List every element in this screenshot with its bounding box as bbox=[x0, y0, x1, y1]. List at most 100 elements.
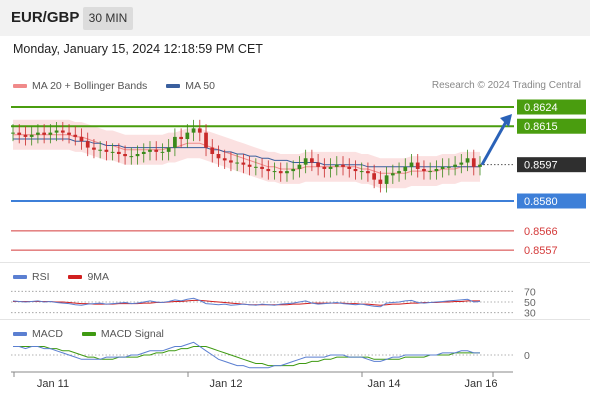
candle-body bbox=[434, 168, 439, 172]
candle-body bbox=[459, 162, 464, 165]
candle-body bbox=[478, 164, 482, 167]
candle-body bbox=[266, 168, 271, 172]
candle-body bbox=[229, 160, 233, 163]
candle-body bbox=[129, 156, 134, 158]
rsi-label: RSI bbox=[32, 271, 50, 283]
macd-line bbox=[13, 341, 480, 369]
macd-swatch bbox=[13, 332, 27, 337]
candle-body bbox=[235, 162, 240, 164]
candle-body bbox=[247, 164, 252, 167]
candle-body bbox=[384, 175, 389, 184]
candle-body bbox=[204, 132, 208, 148]
legend-9ma: 9MA bbox=[68, 271, 109, 283]
candle-body bbox=[197, 128, 202, 133]
level-badge-0.8615 bbox=[517, 118, 586, 134]
panel-divider-rsi bbox=[0, 262, 590, 263]
symbol-label: EUR/GBP bbox=[11, 9, 80, 26]
candle-body bbox=[160, 151, 165, 153]
level-tag-0.8624: 0.8624 bbox=[517, 99, 586, 115]
rsi-tick-70: 70 bbox=[524, 286, 536, 298]
level-tag-0.8615: 0.8615 bbox=[517, 118, 586, 134]
candle-body bbox=[297, 164, 302, 169]
candle-body bbox=[48, 132, 53, 135]
candle-body bbox=[390, 173, 395, 176]
current-price-badge bbox=[517, 157, 586, 173]
ma50-line bbox=[13, 138, 480, 168]
candle-body bbox=[92, 147, 96, 150]
candle-body bbox=[347, 166, 352, 169]
candle-body bbox=[60, 130, 65, 133]
candle-body bbox=[104, 149, 109, 152]
candle-body bbox=[29, 134, 34, 137]
projection-arrow-shaft bbox=[480, 119, 509, 166]
candle-body bbox=[79, 136, 84, 142]
bollinger-band-area bbox=[13, 119, 480, 189]
research-credit: Research © 2024 Trading Central bbox=[431, 80, 581, 91]
legend-rsi: RSI bbox=[13, 271, 50, 283]
level-badge-0.8580 bbox=[517, 193, 586, 209]
candle-body bbox=[359, 171, 364, 173]
level-value-0.8557: 0.8557 bbox=[524, 245, 558, 257]
signal-label: MACD Signal bbox=[100, 328, 164, 340]
candle-body bbox=[291, 168, 296, 172]
candle-body bbox=[322, 166, 327, 169]
ma20-label: MA 20 + Bollinger Bands bbox=[32, 80, 148, 92]
candle-body bbox=[110, 151, 115, 153]
candle-body bbox=[54, 130, 59, 133]
ma50-swatch bbox=[166, 84, 181, 89]
rsi-line bbox=[12, 297, 481, 308]
candle-body bbox=[328, 166, 333, 169]
9ma-label: 9MA bbox=[87, 271, 110, 283]
candle-body bbox=[23, 134, 28, 137]
level-value-0.8615: 0.8615 bbox=[524, 121, 558, 133]
candle-body bbox=[116, 151, 121, 154]
panel-divider-macd bbox=[0, 319, 590, 320]
candle-body bbox=[123, 154, 127, 157]
candle-body bbox=[310, 158, 314, 163]
candle-body bbox=[366, 171, 370, 174]
level-value-0.8580: 0.8580 bbox=[524, 196, 558, 208]
candle-body bbox=[191, 128, 196, 133]
level-tag-0.8580: 0.8580 bbox=[517, 193, 586, 209]
candle-body bbox=[415, 162, 420, 169]
candle-body bbox=[465, 158, 470, 163]
x-tick-label-0: Jan 11 bbox=[37, 378, 69, 390]
current-price-value: 0.8597 bbox=[524, 160, 558, 172]
candle-body bbox=[471, 158, 476, 167]
timeframe-button[interactable]: 30 MIN bbox=[83, 7, 133, 30]
rsi-tick-30: 30 bbox=[524, 308, 536, 320]
candle-body bbox=[397, 171, 401, 174]
legend-ma20: MA 20 + Bollinger Bands bbox=[13, 80, 147, 92]
candle-body bbox=[422, 168, 426, 172]
level-badge-0.8624 bbox=[517, 99, 586, 115]
candle-body bbox=[378, 179, 383, 184]
candle-body bbox=[222, 158, 227, 161]
candle-body bbox=[154, 149, 159, 152]
candle-body bbox=[17, 132, 22, 135]
candle-body bbox=[409, 162, 414, 167]
datetime-label: Monday, January 15, 2024 12:18:59 PM CET bbox=[13, 42, 263, 56]
macd-signal-line bbox=[13, 346, 480, 367]
candle-body bbox=[210, 147, 215, 154]
x-tick-label-2: Jan 14 bbox=[367, 378, 400, 390]
main-legend: MA 20 + Bollinger Bands MA 50 bbox=[13, 80, 231, 92]
rsi-tick-50: 50 bbox=[524, 297, 536, 309]
candle-body bbox=[166, 147, 171, 152]
level-value-0.8624: 0.8624 bbox=[524, 102, 558, 114]
legend-signal: MACD Signal bbox=[81, 328, 164, 340]
candle-body bbox=[446, 166, 451, 168]
candle-body bbox=[372, 173, 377, 180]
candle-body bbox=[185, 132, 190, 140]
9ma-swatch bbox=[68, 275, 83, 280]
macd-legend: MACD MACD Signal bbox=[13, 328, 180, 340]
ma20-swatch bbox=[13, 84, 27, 89]
candle-body bbox=[303, 158, 308, 165]
candle-body bbox=[278, 171, 283, 174]
candle-body bbox=[67, 132, 71, 135]
candle-body bbox=[11, 132, 15, 134]
candle-body bbox=[272, 171, 277, 173]
candle-body bbox=[353, 168, 358, 172]
candle-body bbox=[316, 162, 320, 167]
macd-tick-0: 0 bbox=[524, 350, 530, 362]
